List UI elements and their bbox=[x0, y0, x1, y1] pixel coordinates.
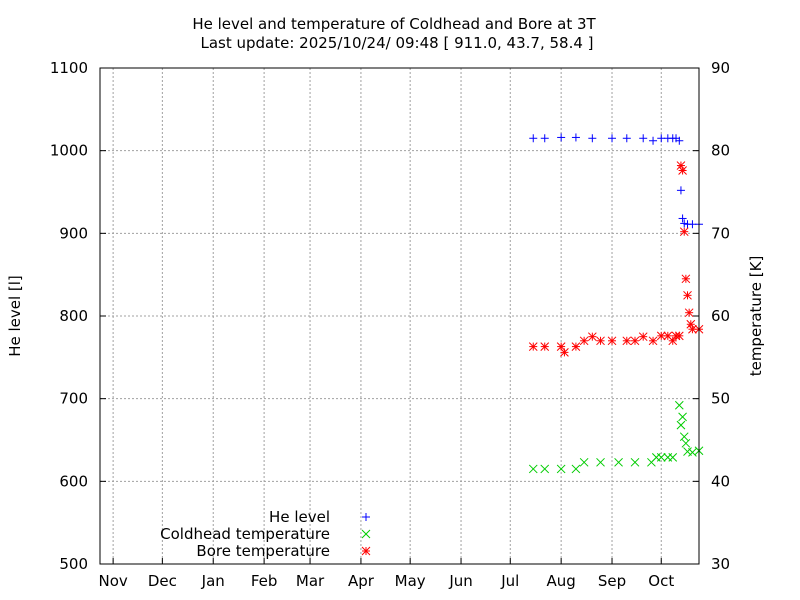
bore-temperature-point bbox=[571, 342, 581, 351]
coldhead-temperature-point bbox=[688, 448, 697, 457]
ticks: Nov Dec Jan Feb Mar Apr May Jun Jul Aug Sep Oct 500 6… bbox=[50, 59, 730, 590]
he-level-point bbox=[540, 134, 549, 143]
he-level-point bbox=[571, 133, 580, 142]
series-1 bbox=[529, 133, 703, 229]
legend-marker-coldhead-temperature bbox=[361, 529, 371, 539]
x-tick-label: Jan bbox=[201, 572, 225, 590]
coldhead-temperature-point bbox=[656, 453, 666, 462]
legend-marker-bore-temperature bbox=[361, 546, 371, 556]
bore-temperature-point bbox=[560, 348, 569, 357]
y-right-tick-label: 40 bbox=[711, 472, 730, 490]
bore-temperature-point bbox=[540, 342, 550, 351]
coldhead-temperature-point bbox=[678, 412, 687, 422]
he-level-point bbox=[622, 134, 631, 143]
he-level-point bbox=[557, 133, 566, 142]
y-left-tick-label: 700 bbox=[59, 390, 88, 408]
coldhead-temperature-point bbox=[668, 453, 678, 462]
legend-label-he-level: He level bbox=[269, 508, 330, 526]
grid bbox=[100, 68, 699, 564]
bore-temperature-point bbox=[596, 336, 605, 346]
coldhead-temperature-point bbox=[679, 432, 689, 442]
coldhead-temperature-point bbox=[540, 464, 550, 474]
legend: He level Coldhead temperature Bore tempe… bbox=[160, 508, 371, 560]
y-left-tick-label: 600 bbox=[59, 472, 88, 490]
he-level-point bbox=[678, 214, 687, 223]
coldhead-temperature-point bbox=[579, 457, 589, 467]
bore-temperature-point bbox=[648, 336, 658, 346]
y-right-tick-label: 30 bbox=[711, 555, 730, 573]
he-level-point bbox=[675, 136, 684, 145]
coldhead-temperature-point bbox=[556, 464, 566, 474]
x-tick-label: Feb bbox=[251, 572, 278, 590]
he-level-point bbox=[680, 219, 689, 228]
legend-marker-he-level bbox=[362, 513, 370, 521]
bore-temperature-point bbox=[674, 331, 684, 341]
coldhead-temperature-point bbox=[596, 457, 605, 467]
x-tick-label: Dec bbox=[148, 572, 177, 590]
he-level-point bbox=[529, 134, 538, 143]
y-left-tick-label: 1000 bbox=[50, 142, 88, 160]
bore-temperature-point bbox=[607, 336, 617, 346]
coldhead-temperature-point bbox=[630, 457, 640, 467]
y-left-tick-label: 800 bbox=[59, 307, 88, 325]
x-tick-label: Aug bbox=[546, 572, 575, 590]
coldhead-temperature-point bbox=[614, 457, 623, 467]
coldhead-temperature-point bbox=[681, 438, 691, 448]
legend-label-bore-temperature: Bore temperature bbox=[196, 542, 330, 560]
bore-temperature-point bbox=[676, 161, 686, 170]
x-tick-label: Jul bbox=[500, 572, 519, 590]
he-level-point bbox=[639, 134, 648, 143]
coldhead-temperature-point bbox=[676, 420, 686, 430]
bore-temperature-point bbox=[683, 290, 692, 300]
y-left-label: He level [l] bbox=[6, 275, 24, 357]
bore-temperature-point bbox=[622, 336, 632, 346]
y-left-tick-label: 900 bbox=[59, 224, 88, 242]
bore-temperature-point bbox=[678, 166, 687, 175]
he-level-point bbox=[676, 186, 685, 195]
x-tick-label: Oct bbox=[648, 572, 674, 590]
x-tick-label: May bbox=[395, 572, 426, 590]
x-tick-label: Mar bbox=[296, 572, 325, 590]
y-right-label: temperature [K] bbox=[747, 256, 765, 377]
he-level-point bbox=[588, 134, 597, 143]
bore-temperature-point bbox=[630, 336, 640, 346]
bore-temperature-point bbox=[528, 342, 538, 351]
x-tick-label: Jun bbox=[448, 572, 472, 590]
bore-temperature-point bbox=[684, 308, 694, 318]
coldhead-temperature-point bbox=[571, 464, 581, 474]
y-right-tick-label: 80 bbox=[711, 142, 730, 160]
bore-temperature-point bbox=[681, 274, 691, 284]
legend-label-coldhead-temperature: Coldhead temperature bbox=[160, 525, 330, 543]
chart-title: He level and temperature of Coldhead and… bbox=[192, 15, 596, 33]
y-right-tick-label: 50 bbox=[711, 390, 730, 408]
bore-temperature-point bbox=[579, 336, 589, 346]
series-2 bbox=[528, 400, 704, 474]
marks bbox=[528, 133, 704, 474]
bore-temperature-point bbox=[587, 332, 597, 342]
x-tick-label: Apr bbox=[348, 572, 375, 590]
he-level-point bbox=[649, 136, 658, 145]
bore-temperature-point bbox=[638, 332, 648, 342]
chart-subtitle: Last update: 2025/10/24/ 09:48 [ 911.0, … bbox=[200, 34, 593, 52]
series-3 bbox=[528, 161, 704, 357]
y-left-tick-label: 500 bbox=[59, 555, 88, 573]
y-left-tick-label: 1100 bbox=[50, 59, 88, 77]
y-right-tick-label: 90 bbox=[711, 59, 730, 77]
coldhead-temperature-point bbox=[528, 464, 538, 474]
x-tick-label: Sep bbox=[598, 572, 626, 590]
he-level-point bbox=[608, 134, 617, 143]
y-right-tick-label: 60 bbox=[711, 307, 730, 325]
bore-temperature-point bbox=[679, 227, 689, 237]
x-tick-label: Nov bbox=[98, 572, 127, 590]
coldhead-temperature-point bbox=[674, 400, 684, 410]
bore-temperature-point bbox=[668, 336, 678, 346]
y-right-tick-label: 70 bbox=[711, 224, 730, 242]
plot-frame bbox=[99, 67, 700, 565]
